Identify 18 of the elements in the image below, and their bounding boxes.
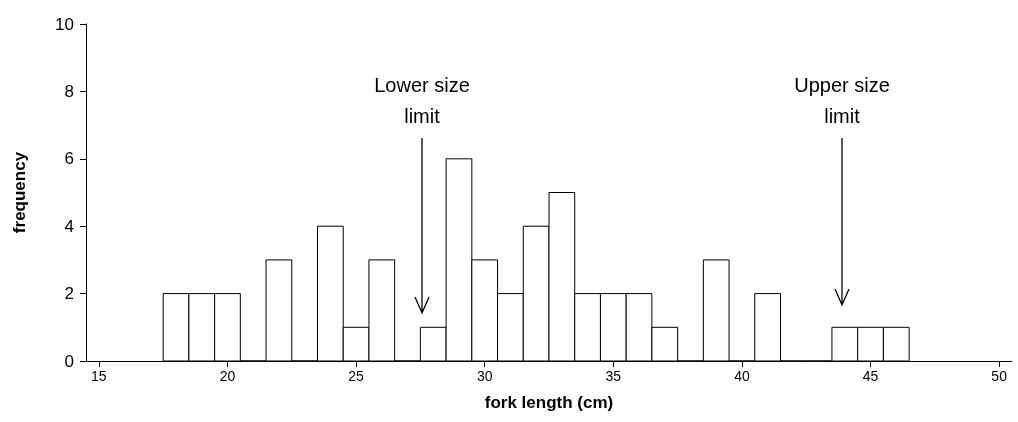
x-tick-label: 50: [991, 368, 1008, 384]
annotation: Lower size limit: [374, 73, 470, 129]
y-tick-label: 4: [64, 216, 74, 236]
y-tick-label: 0: [64, 351, 74, 371]
y-tick-label: 2: [64, 284, 74, 304]
y-tick-label: 10: [55, 14, 74, 34]
x-tick-label: 35: [605, 368, 622, 384]
annotation: Upper size limit: [794, 73, 890, 129]
x-tick-label: 15: [91, 368, 107, 384]
x-tick-label: 25: [348, 368, 365, 384]
y-tick-label: 6: [64, 149, 74, 169]
x-tick-label: 45: [862, 368, 879, 384]
x-tick-label: 30: [476, 368, 493, 384]
y-tick-label: 8: [64, 81, 74, 101]
x-axis-title: fork length (cm): [484, 393, 614, 412]
x-tick-label: 40: [734, 368, 750, 384]
x-tick-label: 20: [219, 368, 236, 384]
y-axis-title: frequency: [10, 151, 29, 234]
